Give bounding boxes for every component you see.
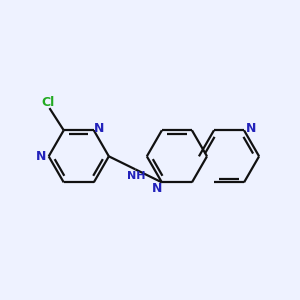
Text: N: N [152,182,162,195]
Text: N: N [94,122,105,135]
Text: NH: NH [127,171,145,181]
Text: N: N [36,150,46,163]
Text: Cl: Cl [41,96,55,109]
Text: N: N [246,122,256,135]
